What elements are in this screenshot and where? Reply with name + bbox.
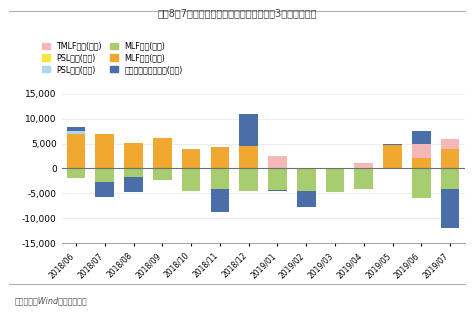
Text: 图表8：7月央行公开市场操作终结此前连续3个月的净投放: 图表8：7月央行公开市场操作终结此前连续3个月的净投放 xyxy=(157,8,317,18)
Bar xyxy=(355,163,373,168)
Bar xyxy=(67,168,85,178)
Bar xyxy=(182,149,201,168)
Bar xyxy=(441,139,459,149)
Bar xyxy=(268,168,287,191)
Bar xyxy=(95,168,114,182)
Bar xyxy=(182,168,201,173)
Bar xyxy=(412,131,431,168)
Bar xyxy=(210,147,229,168)
Bar xyxy=(412,144,431,158)
Bar xyxy=(67,127,85,168)
Bar xyxy=(441,168,459,228)
Bar xyxy=(95,134,114,168)
Bar xyxy=(297,168,316,191)
Bar xyxy=(268,156,287,168)
Bar xyxy=(67,134,85,168)
Bar xyxy=(239,168,258,191)
Bar xyxy=(355,166,373,168)
Bar xyxy=(95,168,114,197)
Bar xyxy=(210,168,229,212)
Bar xyxy=(239,146,258,168)
Legend: TMLF投放(亿元), PSL到期(亿元), PSL投放(亿元), MLF到期(亿元), MLF投放(亿元), 公开市场操作净投放(亿元): TMLF投放(亿元), PSL到期(亿元), PSL投放(亿元), MLF到期(… xyxy=(42,41,183,74)
Bar xyxy=(355,168,373,189)
Bar xyxy=(153,168,172,173)
Bar xyxy=(268,168,287,190)
Bar xyxy=(239,114,258,168)
Bar xyxy=(153,168,172,180)
Bar xyxy=(67,131,85,134)
Bar xyxy=(383,145,402,168)
Bar xyxy=(412,168,431,198)
Bar xyxy=(153,138,172,168)
Bar xyxy=(383,144,402,168)
Text: 资料来源：Wind，恒大研究院: 资料来源：Wind，恒大研究院 xyxy=(14,296,87,305)
Bar xyxy=(182,168,201,192)
Bar xyxy=(326,168,345,191)
Bar xyxy=(124,168,143,192)
Bar xyxy=(210,168,229,189)
Bar xyxy=(124,168,143,177)
Bar xyxy=(412,158,431,168)
Bar xyxy=(124,144,143,168)
Bar xyxy=(326,168,345,192)
Bar xyxy=(441,149,459,168)
Bar xyxy=(441,168,459,189)
Bar xyxy=(297,168,316,207)
